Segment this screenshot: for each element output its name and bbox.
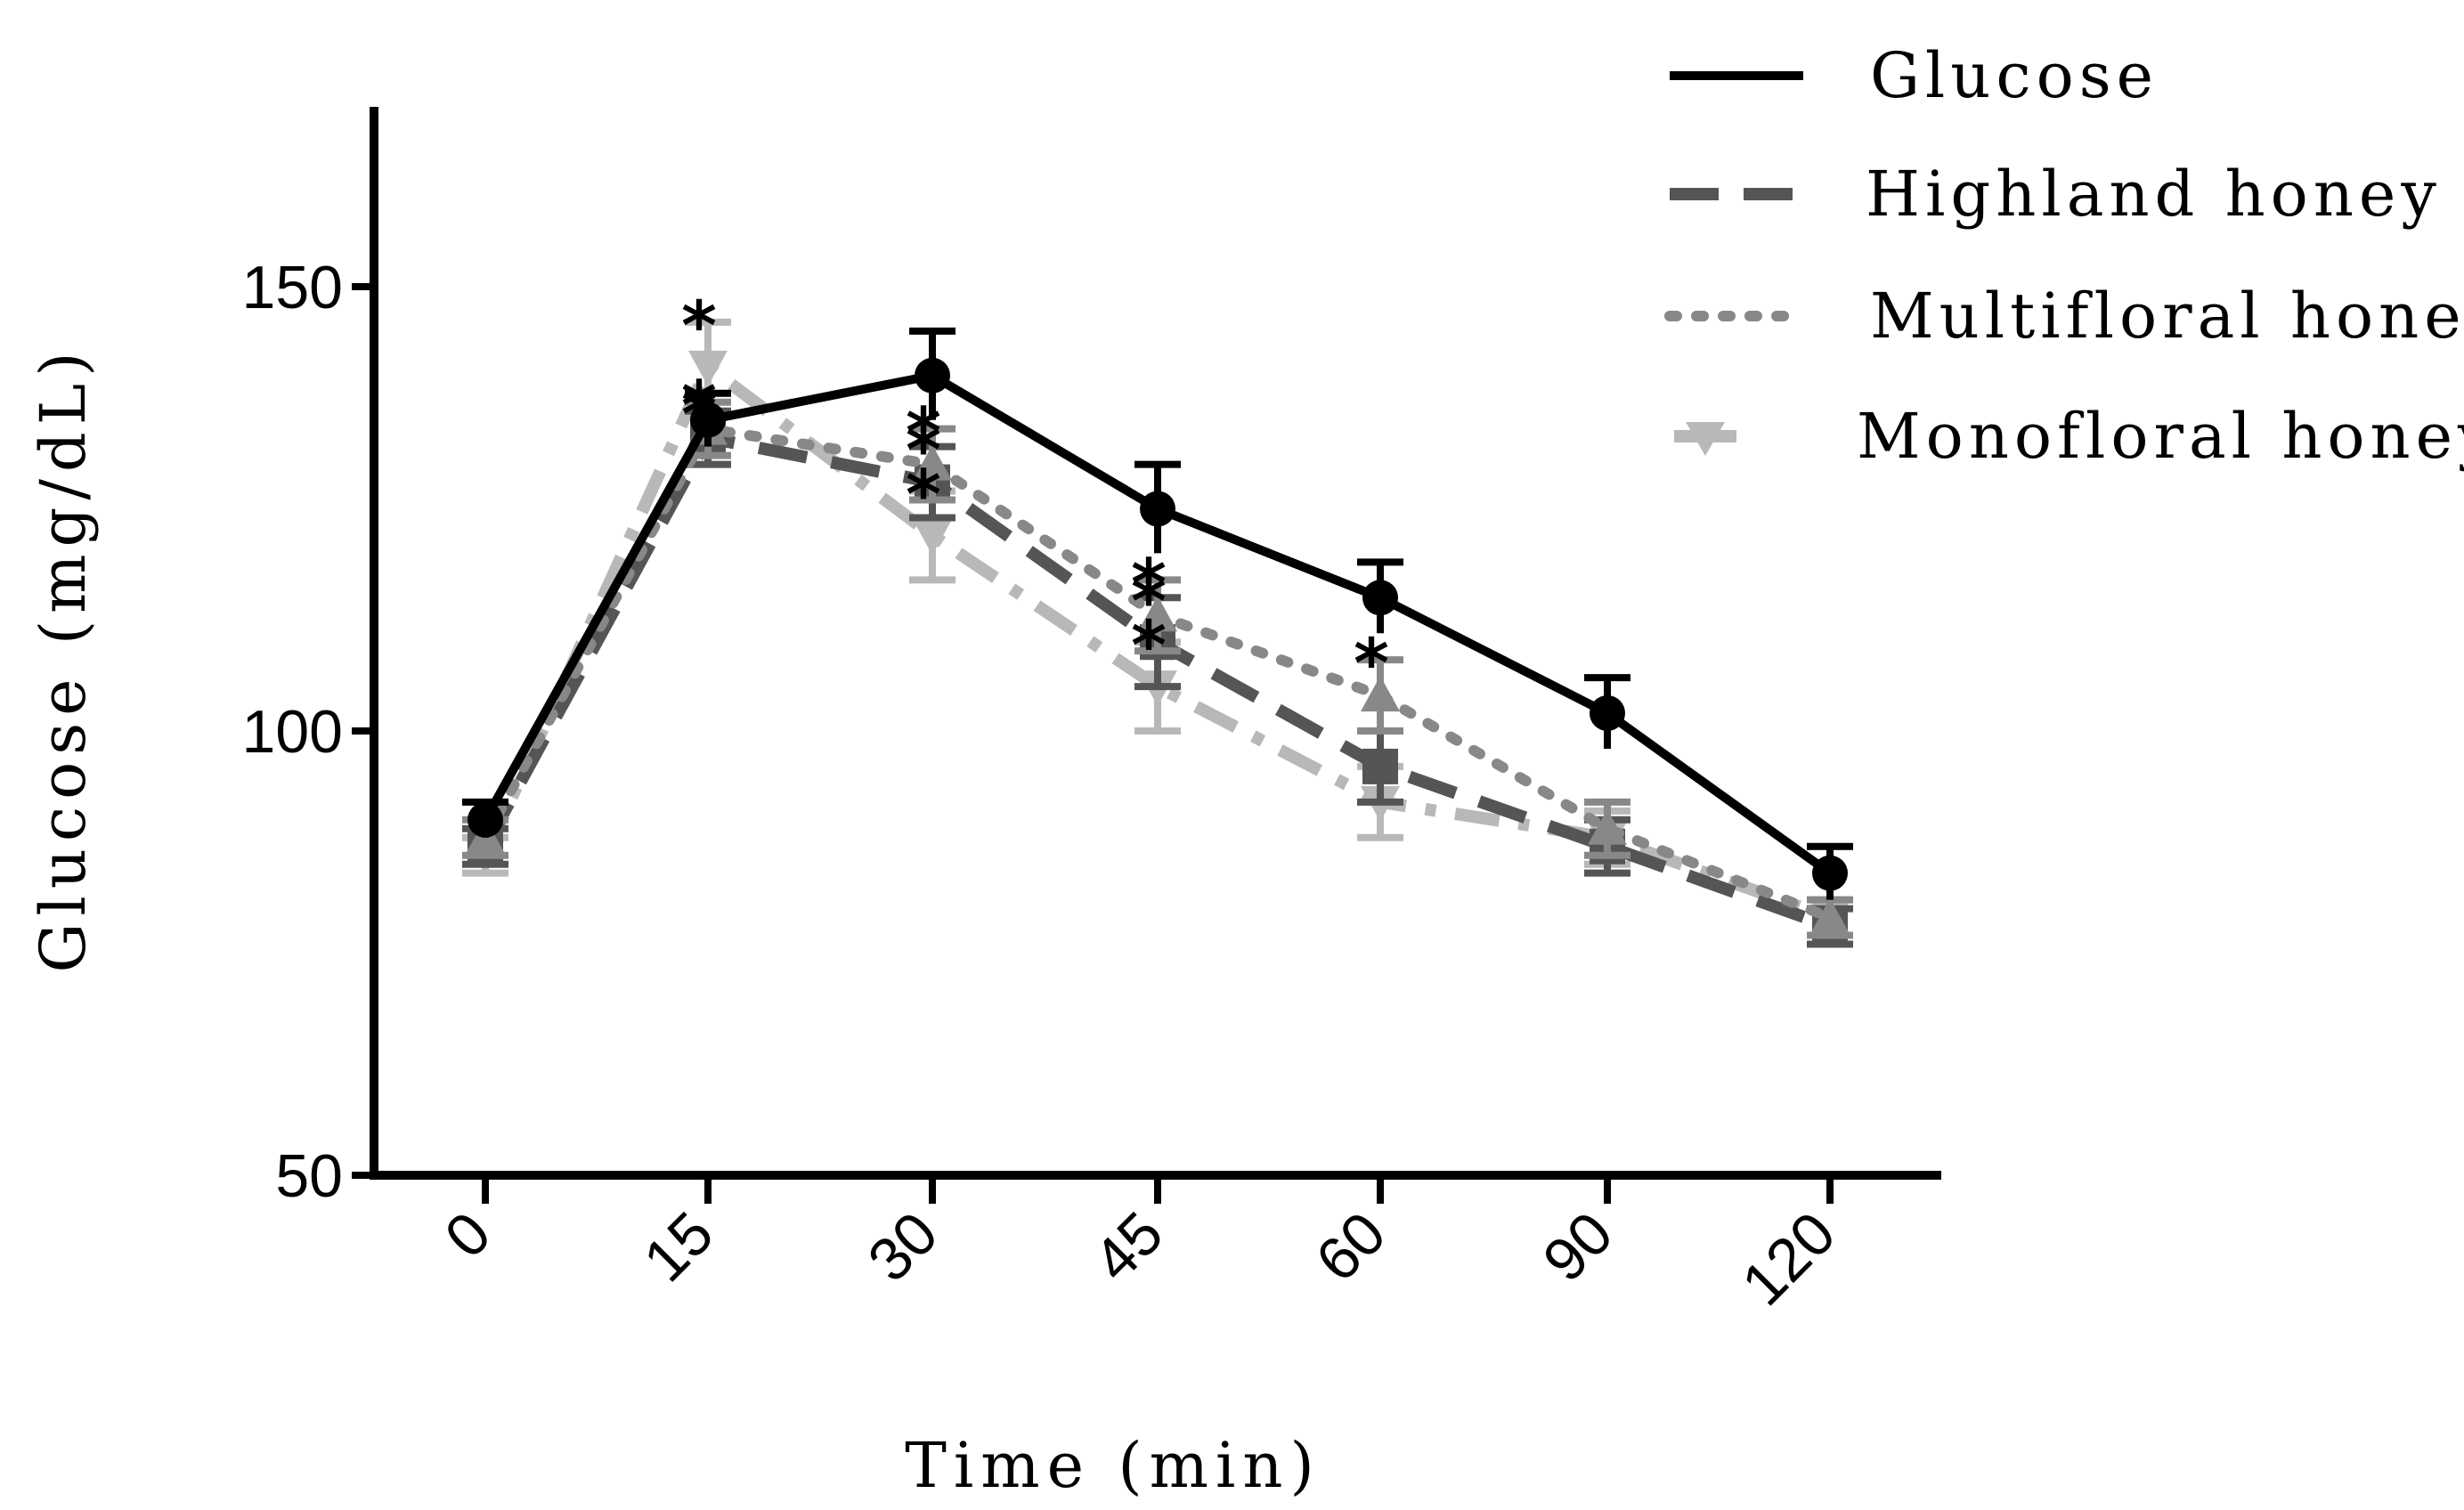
ticks-layer: 50 100 150 0 15 30 45 60 90 120	[242, 254, 1849, 1319]
significance-marker: *	[1131, 605, 1167, 685]
x-tick-label: 120	[1729, 1199, 1849, 1319]
legend-item: Monofloral honey	[1674, 400, 2464, 473]
data-point	[913, 444, 952, 481]
significance-layer: **** *** ***	[681, 286, 1389, 702]
data-point	[915, 357, 950, 394]
legend-item: Multifloral honey	[1664, 280, 2464, 353]
data-point	[1361, 676, 1400, 712]
series-layer	[462, 318, 1853, 948]
x-tick-label: 45	[1080, 1199, 1175, 1295]
legend-label: Glucose	[1870, 39, 2159, 112]
x-tick-label: 30	[855, 1199, 950, 1295]
data-point	[468, 801, 503, 838]
y-tick-label: 50	[275, 1142, 343, 1210]
data-point	[688, 350, 728, 386]
data-point	[1362, 580, 1398, 616]
significance-marker: *	[906, 455, 941, 534]
legend-marker	[1686, 422, 1725, 456]
data-point	[1362, 748, 1398, 784]
data-point	[1140, 491, 1175, 527]
x-axis-title: Time (min)	[905, 1429, 1321, 1502]
legend: Glucose Highland honey Multifloral honey Mo…	[1664, 39, 2464, 473]
legend-label: Highland honey	[1866, 158, 2442, 231]
series-glucose	[462, 327, 1853, 900]
y-tick-label: 150	[242, 254, 343, 321]
data-point	[913, 519, 952, 556]
y-axis-title: Glucose (mg/dL)	[27, 345, 100, 972]
legend-label: Multifloral honey	[1870, 280, 2464, 353]
x-tick-label: 15	[630, 1199, 726, 1295]
data-point	[1138, 596, 1177, 632]
legend-item: Glucose	[1670, 39, 2159, 112]
legend-item: Highland honey	[1670, 158, 2442, 231]
significance-marker: *	[1131, 543, 1167, 622]
y-tick-label: 100	[242, 698, 343, 766]
data-point	[690, 402, 726, 438]
data-point	[1810, 897, 1850, 934]
data-point	[1590, 695, 1625, 732]
significance-marker: *	[681, 366, 717, 445]
significance-marker: *	[1131, 561, 1167, 640]
significance-marker: *	[1354, 623, 1389, 702]
significance-marker: *	[681, 286, 717, 365]
x-tick-label: 0	[432, 1199, 503, 1271]
significance-marker: *	[681, 375, 717, 454]
significance-marker: *	[906, 393, 941, 472]
data-point	[1812, 855, 1848, 891]
x-tick-label: 90	[1530, 1199, 1625, 1295]
legend-label: Monofloral honey	[1857, 400, 2464, 473]
significance-marker: *	[906, 410, 941, 490]
data-point	[1588, 808, 1627, 845]
x-tick-label: 60	[1303, 1199, 1398, 1295]
